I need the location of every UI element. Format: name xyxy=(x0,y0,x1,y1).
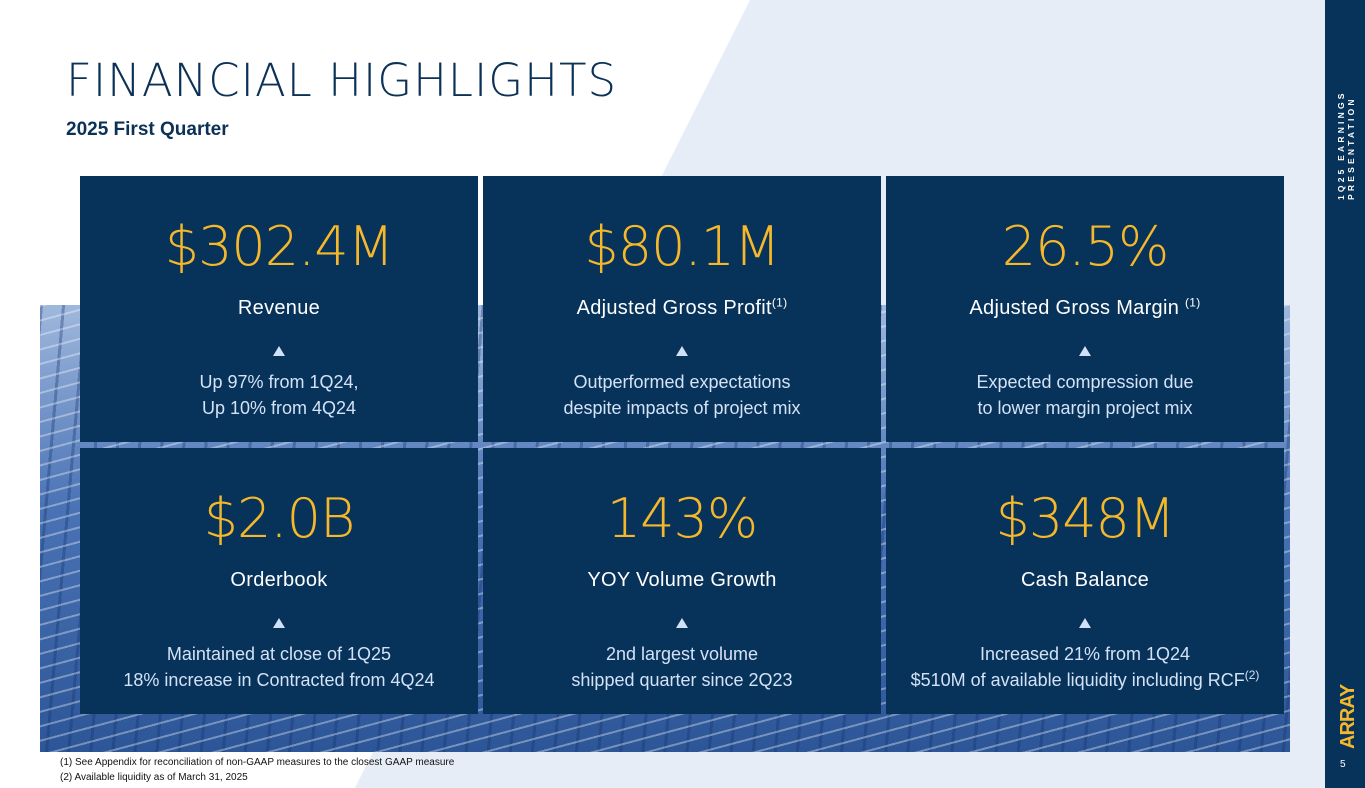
card-description: Increased 21% from 1Q24 $510M of availab… xyxy=(910,644,1260,690)
footnote-2: (2) Available liquidity as of March 31, … xyxy=(60,772,248,783)
card-metric-label: Adjusted Gross Margin (1) xyxy=(969,295,1201,319)
card-metric-value: $2.0B xyxy=(203,487,356,550)
card-metric-label: Adjusted Gross Profit(1) xyxy=(576,295,788,319)
page-title: FINANCIAL HIGHLIGHTS xyxy=(66,54,618,107)
card-metric-value: 26.5% xyxy=(1001,215,1170,278)
card-revenue: $302.4M Revenue Up 97% from 1Q24, Up 10%… xyxy=(80,176,478,442)
page-subtitle: 2025 First Quarter xyxy=(66,119,229,140)
card-metric-value: 143% xyxy=(606,487,758,550)
up-arrow-icon xyxy=(273,618,285,628)
card-description: 2nd largest volume shipped quarter since… xyxy=(571,644,793,690)
footnote-1: (1) See Appendix for reconciliation of n… xyxy=(60,757,455,768)
card-metric-value: $80.1M xyxy=(584,215,780,278)
card-cash-balance: $348M Cash Balance Increased 21% from 1Q… xyxy=(886,448,1284,714)
card-description: Maintained at close of 1Q25 18% increase… xyxy=(123,644,435,690)
card-metric-label: Orderbook xyxy=(230,569,328,591)
card-description: Up 97% from 1Q24, Up 10% from 4Q24 xyxy=(199,372,359,418)
card-metric-value: $302.4M xyxy=(164,215,395,278)
right-sidebar xyxy=(1325,0,1365,788)
up-arrow-icon xyxy=(676,618,688,628)
up-arrow-icon xyxy=(1079,346,1091,356)
card-adjusted-gross-profit: $80.1M Adjusted Gross Profit(1) Outperfo… xyxy=(483,176,881,442)
card-metric-label: Cash Balance xyxy=(1020,569,1150,591)
card-metric-label: YOY Volume Growth xyxy=(587,569,777,591)
up-arrow-icon xyxy=(1079,618,1091,628)
card-description: Expected compression due to lower margin… xyxy=(976,372,1194,418)
presentation-label: 1Q25 EARNINGS PRESENTATION xyxy=(1336,90,1356,200)
card-yoy-volume-growth: 143% YOY Volume Growth 2nd largest volum… xyxy=(483,448,881,714)
up-arrow-icon xyxy=(676,346,688,356)
array-logo: ARRAY xyxy=(1337,684,1359,749)
card-orderbook: $2.0B Orderbook Maintained at close of 1… xyxy=(80,448,478,714)
card-description: Outperformed expectations despite impact… xyxy=(563,372,801,418)
card-metric-value: $348M xyxy=(995,487,1175,550)
page-number: 5 xyxy=(1340,759,1346,770)
up-arrow-icon xyxy=(273,346,285,356)
card-adjusted-gross-margin: 26.5% Adjusted Gross Margin (1) Expected… xyxy=(886,176,1284,442)
card-metric-label: Revenue xyxy=(237,297,321,319)
